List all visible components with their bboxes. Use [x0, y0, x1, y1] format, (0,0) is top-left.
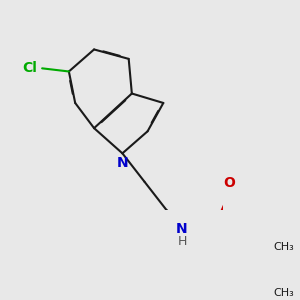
Text: Cl: Cl	[22, 61, 38, 75]
Text: O: O	[224, 176, 236, 190]
Text: N: N	[117, 157, 128, 170]
Text: H: H	[178, 235, 187, 248]
Text: CH₃: CH₃	[274, 288, 294, 298]
Text: N: N	[175, 222, 187, 236]
Text: CH₃: CH₃	[274, 242, 294, 252]
